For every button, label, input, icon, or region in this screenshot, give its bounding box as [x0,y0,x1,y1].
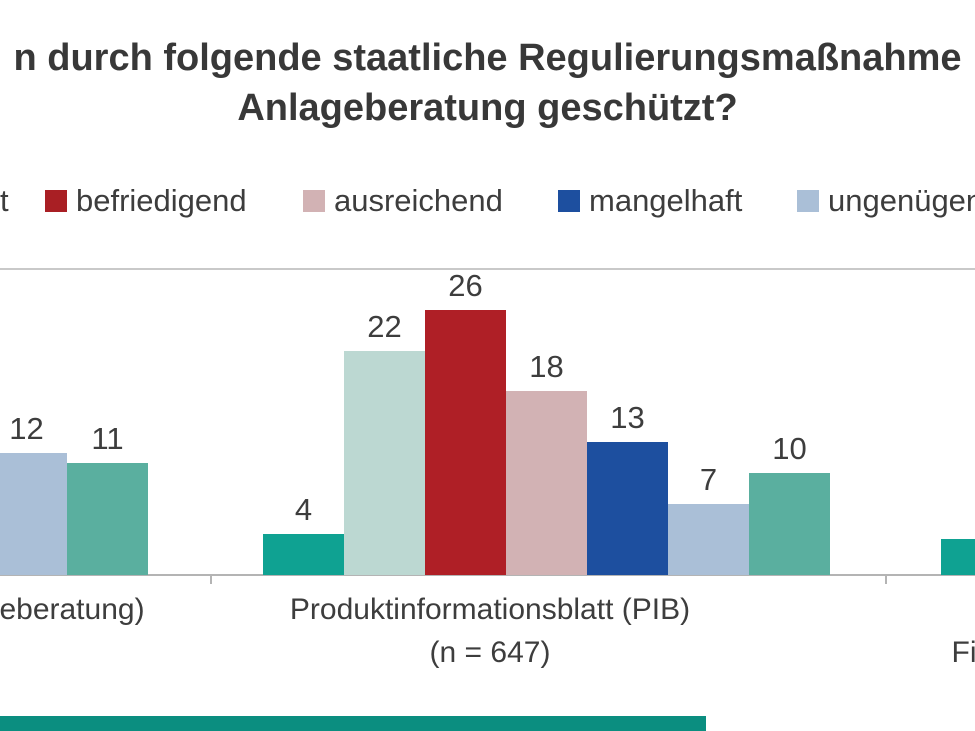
chart-title-line1: n durch folgende staatliche Regulierungs… [13,37,962,79]
bottom-strip [0,716,706,731]
x-axis-group-label: (n = 647) [429,636,551,669]
bar-value-label: 10 [772,431,807,466]
bar [668,504,749,575]
x-axis-group-label: Produktinformationsblatt (PIB) [289,593,691,626]
legend-label: ausreichend [334,183,503,218]
bar-value-label: 7 [699,462,718,497]
axis-tick [210,575,212,584]
axis-tick [885,575,887,584]
bar [263,534,344,575]
bar [941,539,975,575]
bar-value-label: 11 [91,421,124,456]
legend-label: t [0,183,9,218]
legend-swatch [558,190,580,212]
chart-title-line2: Anlageberatung geschützt? [237,87,738,129]
x-axis-group-label: eberatung) [0,593,145,626]
legend-item: mangelhaft [558,184,742,218]
legend-item: ungenügend [797,184,975,218]
legend-item: befriedigend [45,184,247,218]
legend-label: ungenügend [828,183,975,218]
bar-value-label: 13 [610,400,645,435]
x-axis-line [0,574,975,576]
bar [344,351,425,575]
bar-value-label: 22 [367,309,402,344]
bar-value-label: 18 [529,349,564,384]
legend-swatch [45,190,67,212]
bar-value-label: 26 [448,268,483,303]
bar-value-label: 4 [294,492,313,527]
gridline [0,268,975,270]
legend-label: mangelhaft [589,183,743,218]
bar [749,473,830,575]
legend-item: ausreichend [303,184,503,218]
bar [425,310,506,575]
bar-value-label: 12 [9,411,44,446]
bar [587,442,668,575]
legend-swatch [797,190,819,212]
legend-item: t [0,184,9,218]
bar [506,391,587,575]
legend-swatch [303,190,325,212]
bar [67,463,148,575]
chart-title: n durch folgende staatliche Regulierungs… [0,33,975,133]
bar [0,453,67,575]
legend-label: befriedigend [76,183,247,218]
x-axis-group-label: Fi [951,636,975,669]
chart-legend: t befriedigend ausreichend mangelhaft ungenü… [0,184,975,218]
